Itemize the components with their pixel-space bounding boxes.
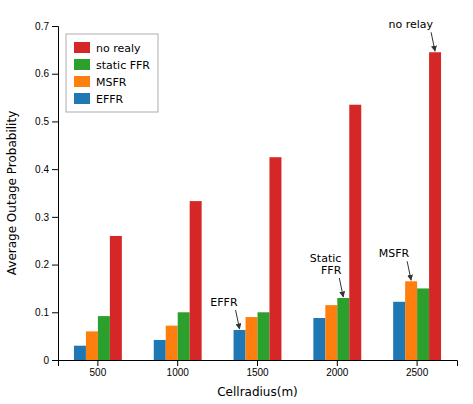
legend-label: static FFR xyxy=(96,59,150,72)
bar xyxy=(313,318,325,360)
annotation-arrow xyxy=(407,261,411,280)
y-axis: 0 0.1 0.2 0.3 0.4 0.5 0.6 0.7 xyxy=(35,21,58,366)
y-tick: 0.3 xyxy=(35,212,58,223)
annotations: EFFR StaticFFR MSFR no relay xyxy=(210,18,435,329)
bar xyxy=(393,302,405,360)
y-tick: 0.7 xyxy=(35,21,58,32)
y-axis-title: Average Outage Probability xyxy=(5,111,19,275)
y-tick-label: 0.5 xyxy=(35,116,49,127)
bar xyxy=(74,346,86,360)
plot-area: 0 0.1 0.2 0.3 0.4 0.5 0.6 0.7 500 1000 1500 2000 250… xyxy=(35,18,457,378)
bar xyxy=(110,236,122,360)
legend: no realy static FFR MSFR EFFR xyxy=(66,34,158,112)
annotation-arrow xyxy=(431,32,435,51)
y-tick-mark xyxy=(52,312,58,313)
annotation-line: FFR xyxy=(321,264,342,277)
bar xyxy=(325,305,337,360)
legend-box xyxy=(66,34,158,112)
bar xyxy=(417,288,429,360)
legend-item: no realy xyxy=(74,42,141,55)
legend-swatch xyxy=(74,76,90,87)
y-tick-label: 0.1 xyxy=(35,307,49,318)
x-tick: 1000 xyxy=(167,360,190,378)
y-tick-mark xyxy=(52,169,58,170)
annotation: MSFR xyxy=(379,247,410,260)
y-tick-mark xyxy=(52,121,58,122)
y-tick-label: 0.6 xyxy=(35,68,49,79)
y-tick: 0.2 xyxy=(35,259,58,270)
y-tick-label: 0.7 xyxy=(35,21,49,32)
x-tick: 500 xyxy=(90,360,107,378)
legend-item: MSFR xyxy=(74,76,127,89)
y-tick: 0.5 xyxy=(35,116,58,127)
y-tick-label: 0 xyxy=(43,355,49,366)
x-tick-label: 2000 xyxy=(326,367,349,378)
y-tick-mark xyxy=(52,74,58,75)
x-tick: 2500 xyxy=(406,360,429,378)
legend-item: EFFR xyxy=(74,93,124,106)
legend-swatch xyxy=(74,93,90,104)
x-tick: 1500 xyxy=(246,360,269,378)
bar xyxy=(429,52,441,360)
x-tick-mark xyxy=(417,360,418,366)
bar xyxy=(349,105,361,360)
bar xyxy=(269,157,281,360)
bar-series xyxy=(110,52,441,360)
x-axis-title: Cellradius(m) xyxy=(217,385,298,399)
annotation-line: EFFR xyxy=(210,296,238,309)
bar xyxy=(258,312,270,360)
annotation: EFFR xyxy=(210,296,238,309)
chart-svg: 0 0.1 0.2 0.3 0.4 0.5 0.6 0.7 500 1000 1500 2000 250… xyxy=(0,0,473,404)
bar xyxy=(98,316,110,360)
x-tick-label: 1500 xyxy=(246,367,269,378)
bar xyxy=(190,201,202,360)
legend-item: static FFR xyxy=(74,59,150,72)
y-tick: 0.6 xyxy=(35,68,58,79)
x-tick: 2000 xyxy=(326,360,349,378)
x-tick-mark xyxy=(337,360,338,366)
y-axis-line xyxy=(52,27,59,361)
y-tick: 0.4 xyxy=(35,164,58,175)
y-tick: 0 xyxy=(43,355,58,366)
y-tick-label: 0.3 xyxy=(35,212,49,223)
annotation-line: no relay xyxy=(389,18,434,31)
x-axis-line xyxy=(59,361,458,367)
x-tick-label: 1000 xyxy=(167,367,190,378)
legend-label: EFFR xyxy=(96,93,124,106)
y-tick-mark xyxy=(52,360,58,361)
y-tick-mark xyxy=(52,265,58,266)
bar xyxy=(154,340,166,360)
legend-swatch xyxy=(74,42,90,53)
y-tick-label: 0.4 xyxy=(35,164,49,175)
x-axis: 500 1000 1500 2000 2500 xyxy=(59,360,458,378)
annotation-arrow xyxy=(236,310,240,329)
legend-label: MSFR xyxy=(96,76,127,89)
y-tick-label: 0.2 xyxy=(35,259,49,270)
annotation-arrow xyxy=(339,278,343,297)
bar-series xyxy=(98,288,429,360)
x-tick-label: 500 xyxy=(90,367,107,378)
bar-series xyxy=(86,281,417,360)
bar xyxy=(166,326,178,360)
annotation: no relay xyxy=(389,18,434,31)
bar xyxy=(234,330,246,360)
bar xyxy=(86,331,98,360)
x-tick-mark xyxy=(257,360,258,366)
bar xyxy=(246,317,258,360)
bar xyxy=(178,312,190,360)
x-tick-mark xyxy=(177,360,178,366)
annotation: StaticFFR xyxy=(310,252,342,277)
y-tick-mark xyxy=(52,26,58,27)
y-tick: 0.1 xyxy=(35,307,58,318)
x-tick-mark xyxy=(97,360,98,366)
bar xyxy=(405,281,417,360)
bar xyxy=(337,298,349,360)
x-tick-label: 2500 xyxy=(406,367,429,378)
annotation-line: MSFR xyxy=(379,247,410,260)
chart-container: 0 0.1 0.2 0.3 0.4 0.5 0.6 0.7 500 1000 1500 2000 250… xyxy=(0,0,473,404)
legend-swatch xyxy=(74,59,90,70)
y-tick-mark xyxy=(52,217,58,218)
legend-label: no realy xyxy=(96,42,141,55)
